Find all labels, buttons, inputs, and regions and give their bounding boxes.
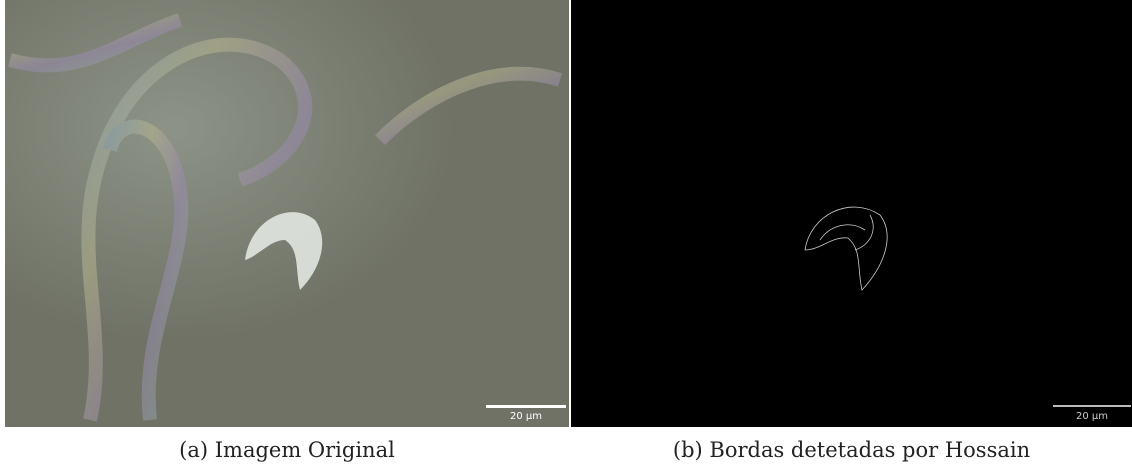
caption: (a) Imagem Original (5, 438, 569, 462)
scale-label: 20 µm (1076, 411, 1108, 422)
page: 20 µm 20 µm (a) Imagem Original (b) Bord… (0, 0, 1132, 473)
caption: (b) Bordas detetadas por Hossain (571, 438, 1132, 462)
scale-label: 20 µm (510, 411, 542, 422)
edges-image (571, 0, 1132, 427)
figure: 20 µm 20 µm (0, 0, 1132, 473)
scale-bar (1053, 405, 1131, 407)
scale-bar (486, 405, 566, 408)
